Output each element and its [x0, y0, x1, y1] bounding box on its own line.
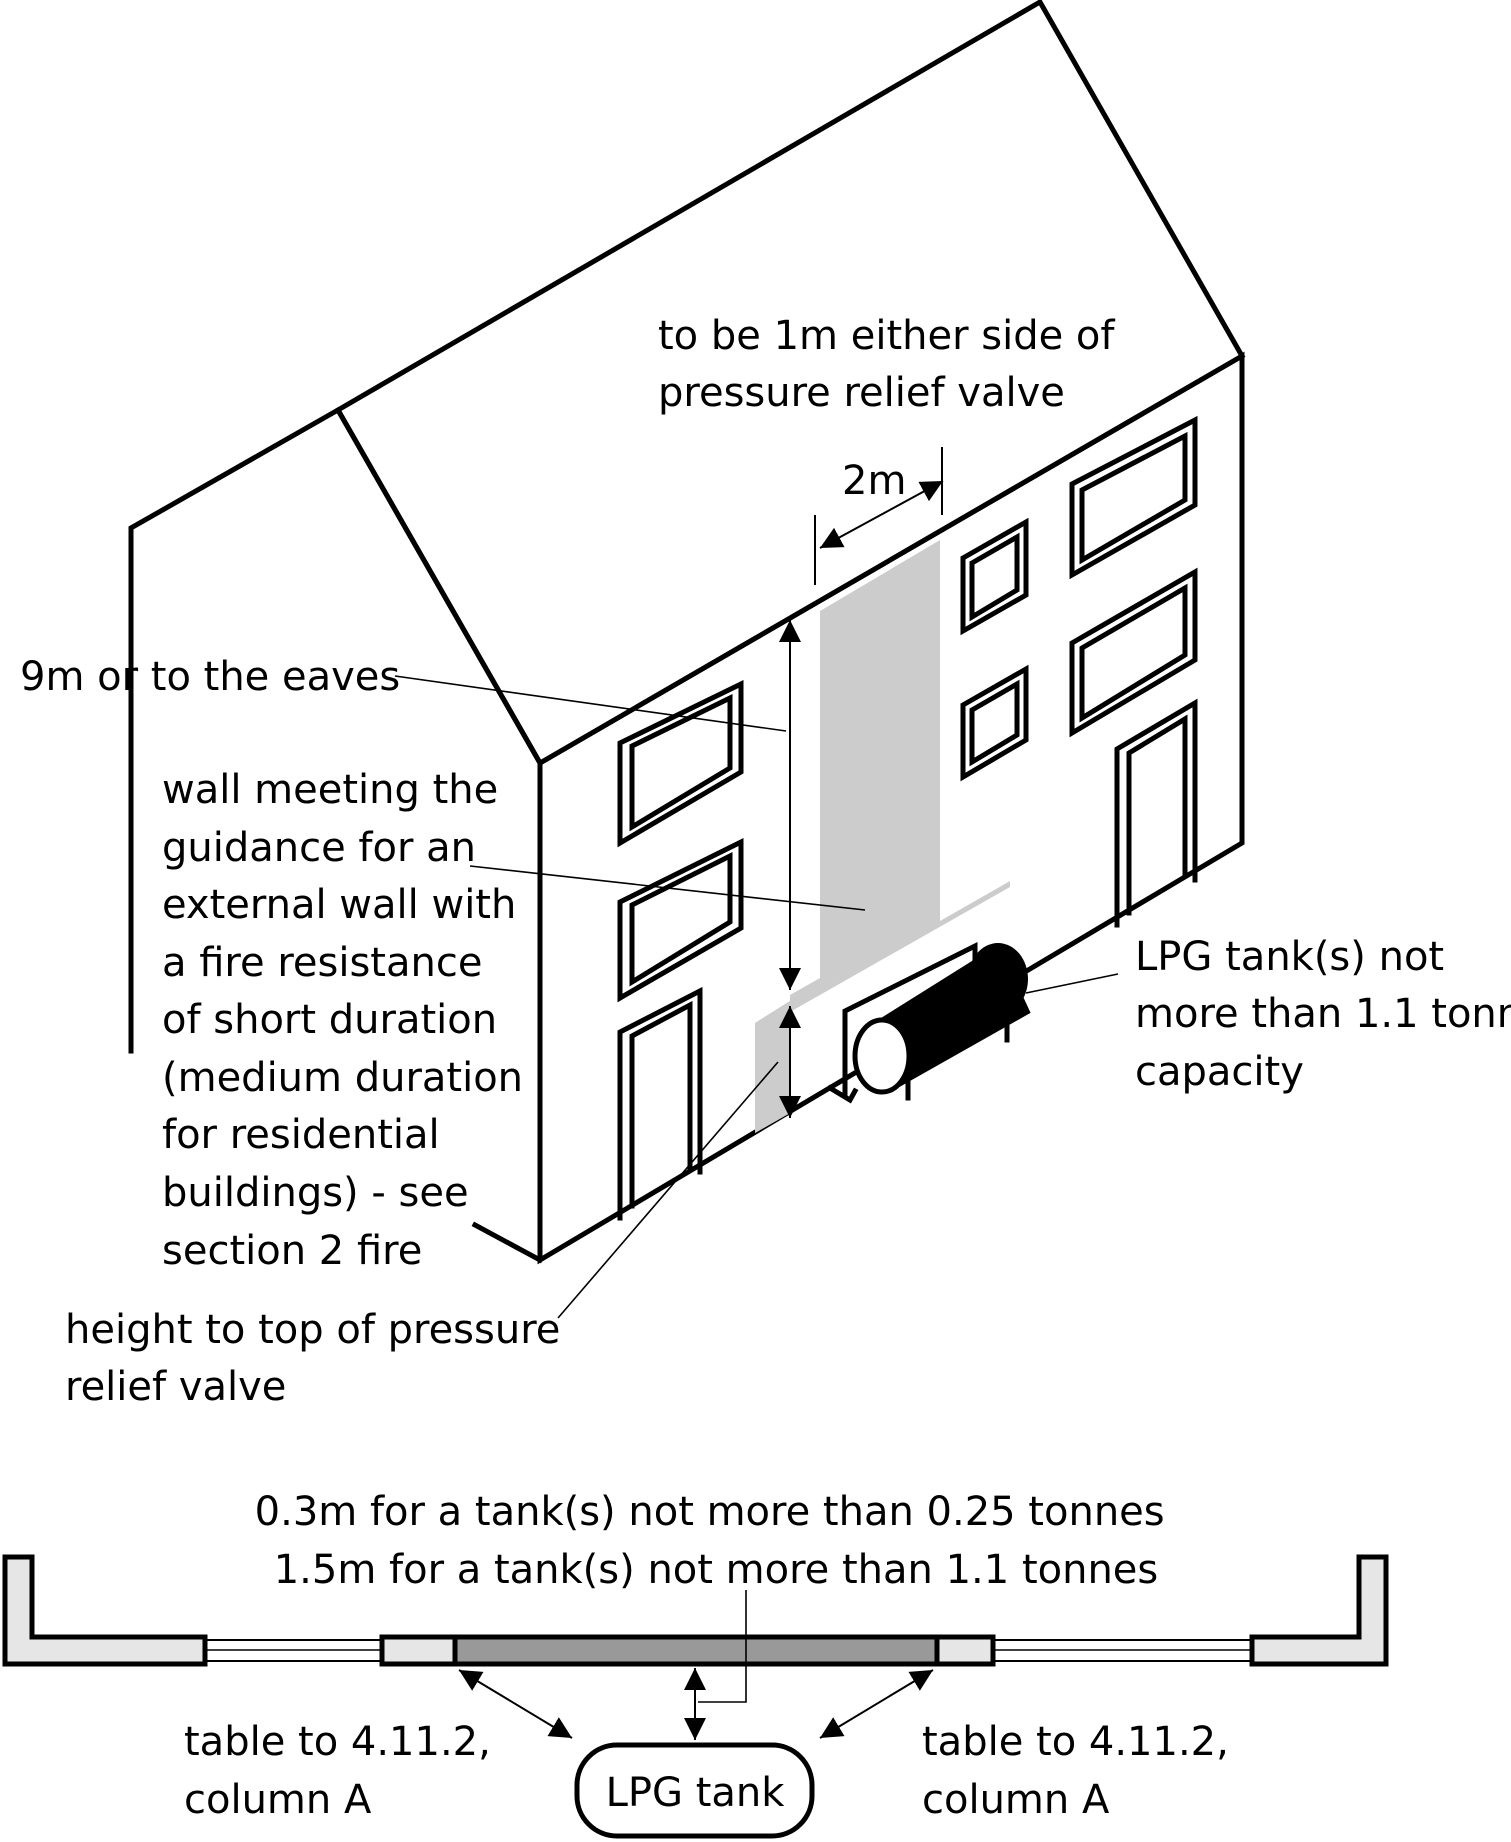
plan-wall-left [2, 1554, 208, 1667]
protected-wall-zone [755, 540, 1010, 1133]
leader-tank [1025, 973, 1119, 994]
plan-window-right [993, 1639, 1252, 1662]
plan-lpg-tank [574, 1742, 815, 1839]
window-left-upper [617, 679, 744, 848]
label-height-limit: 9m or to the eaves [20, 654, 400, 700]
leader-wall [469, 865, 866, 911]
label-lpg-tank: LPG tank [606, 1770, 786, 1816]
dim-width-2m [819, 480, 944, 549]
door-right [1114, 698, 1198, 928]
lpg-tank-elevation [826, 941, 1031, 1104]
door-left [617, 986, 703, 1221]
label-left-reference: table to 4.11.2, column A [184, 1719, 504, 1823]
leader-valve-height [557, 1061, 779, 1319]
gable-end [128, 406, 544, 1054]
label-width-2m: 2m [842, 458, 906, 504]
window-right-small-upper [960, 517, 1029, 636]
tank-end-cap [852, 1017, 912, 1095]
arrow-tank-right [819, 1669, 934, 1739]
label-relief-extent: to be 1m either side of pressure relief … [658, 313, 1127, 416]
plan-wall-right [1249, 1554, 1389, 1667]
building-elevation [128, 0, 1246, 1319]
label-valve-height: height to top of pressure relief valve [65, 1307, 573, 1410]
protected-wall-zone-lower [755, 1001, 790, 1133]
leader-height-limit [394, 675, 787, 732]
tank-body-rear [968, 943, 1028, 1015]
label-wall-guidance: wall meeting the guidance for an externa… [162, 767, 536, 1274]
label-tank-capacity: LPG tank(s) not more than 1.1 tonne capa… [1135, 934, 1511, 1095]
label-separation: 0.3m for a tank(s) not more than 0.25 to… [255, 1489, 1178, 1593]
leader-separation [698, 1590, 747, 1703]
window-right-large-lower [1069, 567, 1198, 738]
window-left-lower [617, 837, 744, 1003]
arrow-tank-left [458, 1669, 573, 1739]
plan-protected-section [452, 1634, 940, 1667]
plan-window-left [205, 1639, 382, 1662]
label-right-reference: table to 4.11.2, column A [922, 1719, 1242, 1823]
window-right-large-upper [1069, 415, 1198, 580]
plan-view [2, 1554, 1389, 1839]
window-right-small-lower [960, 664, 1029, 782]
gable-base [471, 1221, 544, 1264]
